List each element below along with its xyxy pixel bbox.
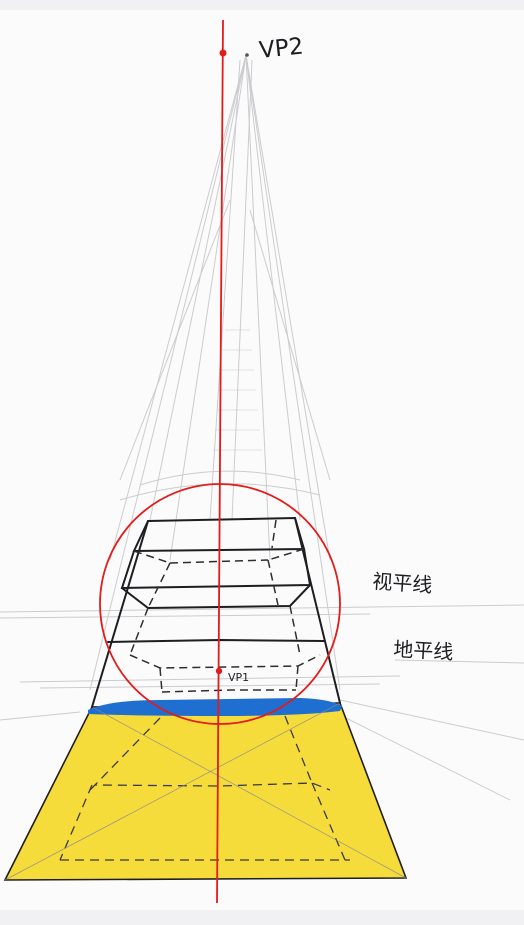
vp1-label: VP1 (228, 671, 249, 684)
vp2-red-dot (219, 49, 227, 57)
vp1-red-dot (215, 667, 223, 675)
pencil-construction-lines (0, 54, 524, 801)
vp2-label: VP2 (258, 33, 305, 63)
red-vertical-center-line (216, 19, 224, 904)
ground-line-label: 地平线 (393, 637, 454, 664)
frustum-dashed-lines (129, 519, 321, 693)
ground-dashed-lines (59, 715, 350, 861)
vp2-pencil-dot (245, 53, 249, 57)
pencil-hatching (213, 329, 262, 451)
ground-diagonals (4, 702, 407, 881)
horizon-line-label: 视平线 (372, 569, 434, 597)
